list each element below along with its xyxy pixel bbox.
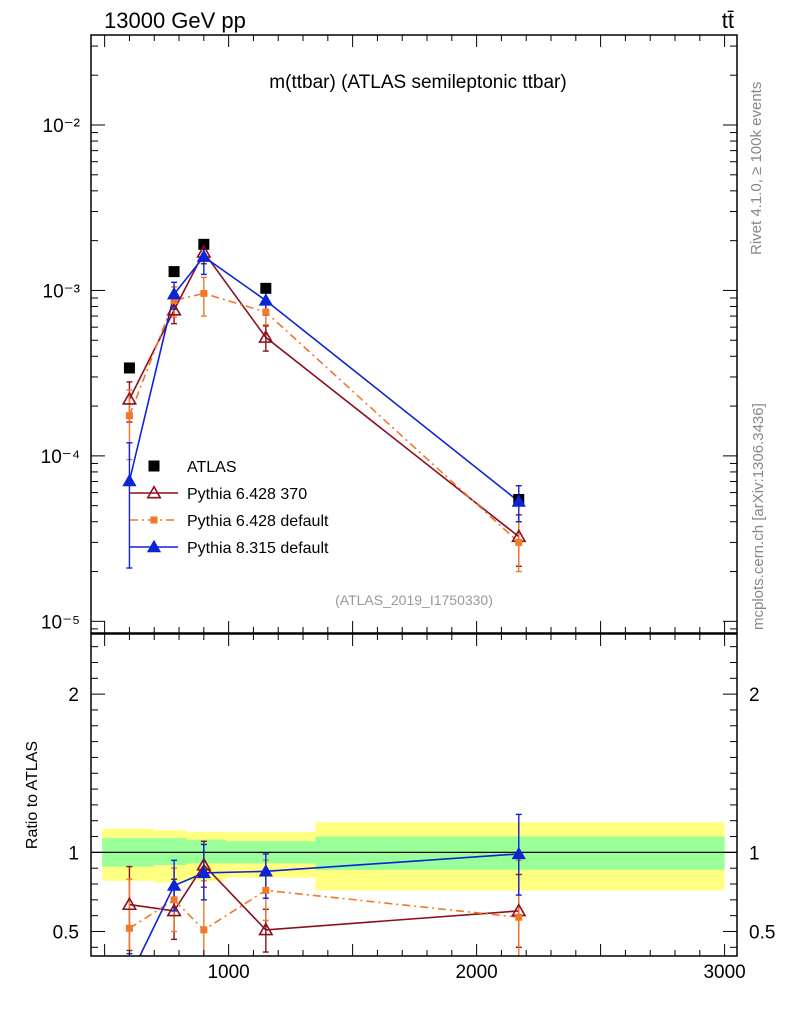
x-tick-labels: 1000 2000 3000 (207, 962, 745, 983)
main-marker-pythia-8-315-default-1 (166, 286, 182, 300)
main-marker-pythia-6-428-default-0 (125, 412, 133, 420)
main-marker-atlas-2 (198, 238, 210, 250)
analysis-id-label: (ATLAS_2019_I1750330) (335, 592, 493, 608)
legend-label-pythia6-370: Pythia 6.428 370 (187, 486, 307, 503)
main-marker-pythia-6-428-default-1 (170, 296, 178, 304)
ratio-tick-labels: 0.5 1 2 0.5 1 2 (53, 685, 776, 943)
ratio-tick-label-1: 1 (68, 843, 79, 864)
main-marker-pythia-6-428-default-4 (515, 538, 523, 546)
main-marker-pythia-8-315-default-4 (511, 494, 526, 507)
main-plot-frame (90, 34, 738, 634)
ratio-marker-pythia-6-428-370-0 (121, 896, 138, 911)
main-marker-atlas-0 (123, 362, 135, 374)
ratio-y-axis-label: Ratio to ATLAS (24, 741, 41, 849)
ratio-marker-pythia-6-428-default-3 (262, 886, 270, 894)
ratio-tick-label-2: 2 (68, 685, 79, 706)
y-tick-labels: 10⁻⁵ 10⁻⁴ 10⁻³ 10⁻² (41, 116, 80, 633)
x-tick-label-1000: 1000 (207, 962, 249, 983)
main-markers (121, 238, 527, 546)
main-marker-atlas-1 (168, 266, 180, 278)
ratio-marker-pythia-8-315-default-2 (196, 865, 211, 879)
main-marker-atlas-3 (260, 282, 272, 294)
ratio-marker-pythia-8-315-default-4 (511, 846, 526, 860)
chart-title: m(ttbar) (ATLAS semileptonic ttbar) (269, 72, 566, 93)
legend-marker-atlas (148, 460, 160, 472)
ratio-marker-pythia-6-428-default-0 (125, 924, 133, 932)
ratio-band-inner-2 (186, 839, 227, 864)
y-tick-label-1e-3: 10⁻³ (43, 281, 81, 302)
ratio-marker-pythia-8-315-default-3 (258, 864, 273, 877)
legend-label-atlas: ATLAS (187, 459, 237, 476)
ratio-plot-frame (90, 633, 738, 957)
y-tick-label-1e-4: 10⁻⁴ (41, 447, 80, 468)
ratio-marker-pythia-6-428-default-4 (515, 913, 523, 921)
y-tick-label-1e-2: 10⁻² (43, 116, 81, 137)
ratio-markers (121, 846, 527, 982)
header-energy-label: 13000 GeV pp (104, 8, 246, 33)
main-marker-pythia-6-428-370-0 (121, 391, 138, 405)
main-marker-pythia-8-315-default-0 (122, 473, 137, 487)
legend-marker-pythia-6-428-default (150, 516, 158, 524)
ratio-marker-pythia-6-428-370-3 (258, 922, 274, 936)
main-marker-pythia-6-428-default-2 (200, 289, 208, 297)
rivet-version-label: Rivet 4.1.0, ≥ 100k events (748, 82, 765, 255)
main-marker-pythia-8-315-default-2 (196, 249, 211, 262)
legend-label-pythia6-default: Pythia 6.428 default (187, 513, 329, 530)
x-tick-label-3000: 3000 (703, 962, 745, 983)
main-marker-pythia-6-428-370-1 (166, 302, 182, 316)
ratio-right-tick-label-2: 2 (749, 685, 760, 706)
ratio-marker-pythia-8-315-default-0 (123, 971, 136, 982)
legend-label-pythia8-default: Pythia 8.315 default (187, 540, 329, 557)
legend-marks (130, 460, 178, 553)
ratio-marker-pythia-8-315-default-1 (166, 878, 182, 891)
main-marker-pythia-6-428-370-3 (258, 329, 274, 343)
ratio-marker-pythia-6-428-default-1 (170, 896, 178, 904)
legend-marker-pythia-8-315-default (146, 539, 162, 553)
ratio-right-tick-label-0.5: 0.5 (749, 922, 775, 943)
header-process-label: tt̄ (722, 8, 734, 33)
ratio-uncertainty-bands (102, 822, 725, 891)
legend-marker-pythia-6-428-370 (146, 485, 162, 499)
ratio-line-pythia-6-428-default (129, 889, 519, 931)
ratio-marker-pythia-6-428-370-1 (166, 903, 182, 917)
ratio-band-inner-1 (154, 838, 187, 866)
y-tick-label-1e-5: 10⁻⁵ (41, 612, 80, 633)
axis-ticks (91, 35, 737, 956)
ratio-right-tick-label-1: 1 (749, 843, 760, 864)
ratio-marker-pythia-6-428-default-2 (200, 926, 208, 934)
ratio-tick-label-0.5: 0.5 (53, 922, 79, 943)
legend: ATLAS Pythia 6.428 370 Pythia 6.428 defa… (130, 459, 329, 557)
mcplots-credit-label: mcplots.cern.ch [arXiv:1306.3436] (750, 403, 767, 630)
main-marker-pythia-6-428-default-3 (262, 308, 270, 316)
main-marker-pythia-8-315-default-3 (258, 293, 273, 306)
main-plot-area (91, 35, 737, 633)
x-tick-label-2000: 2000 (455, 962, 497, 983)
